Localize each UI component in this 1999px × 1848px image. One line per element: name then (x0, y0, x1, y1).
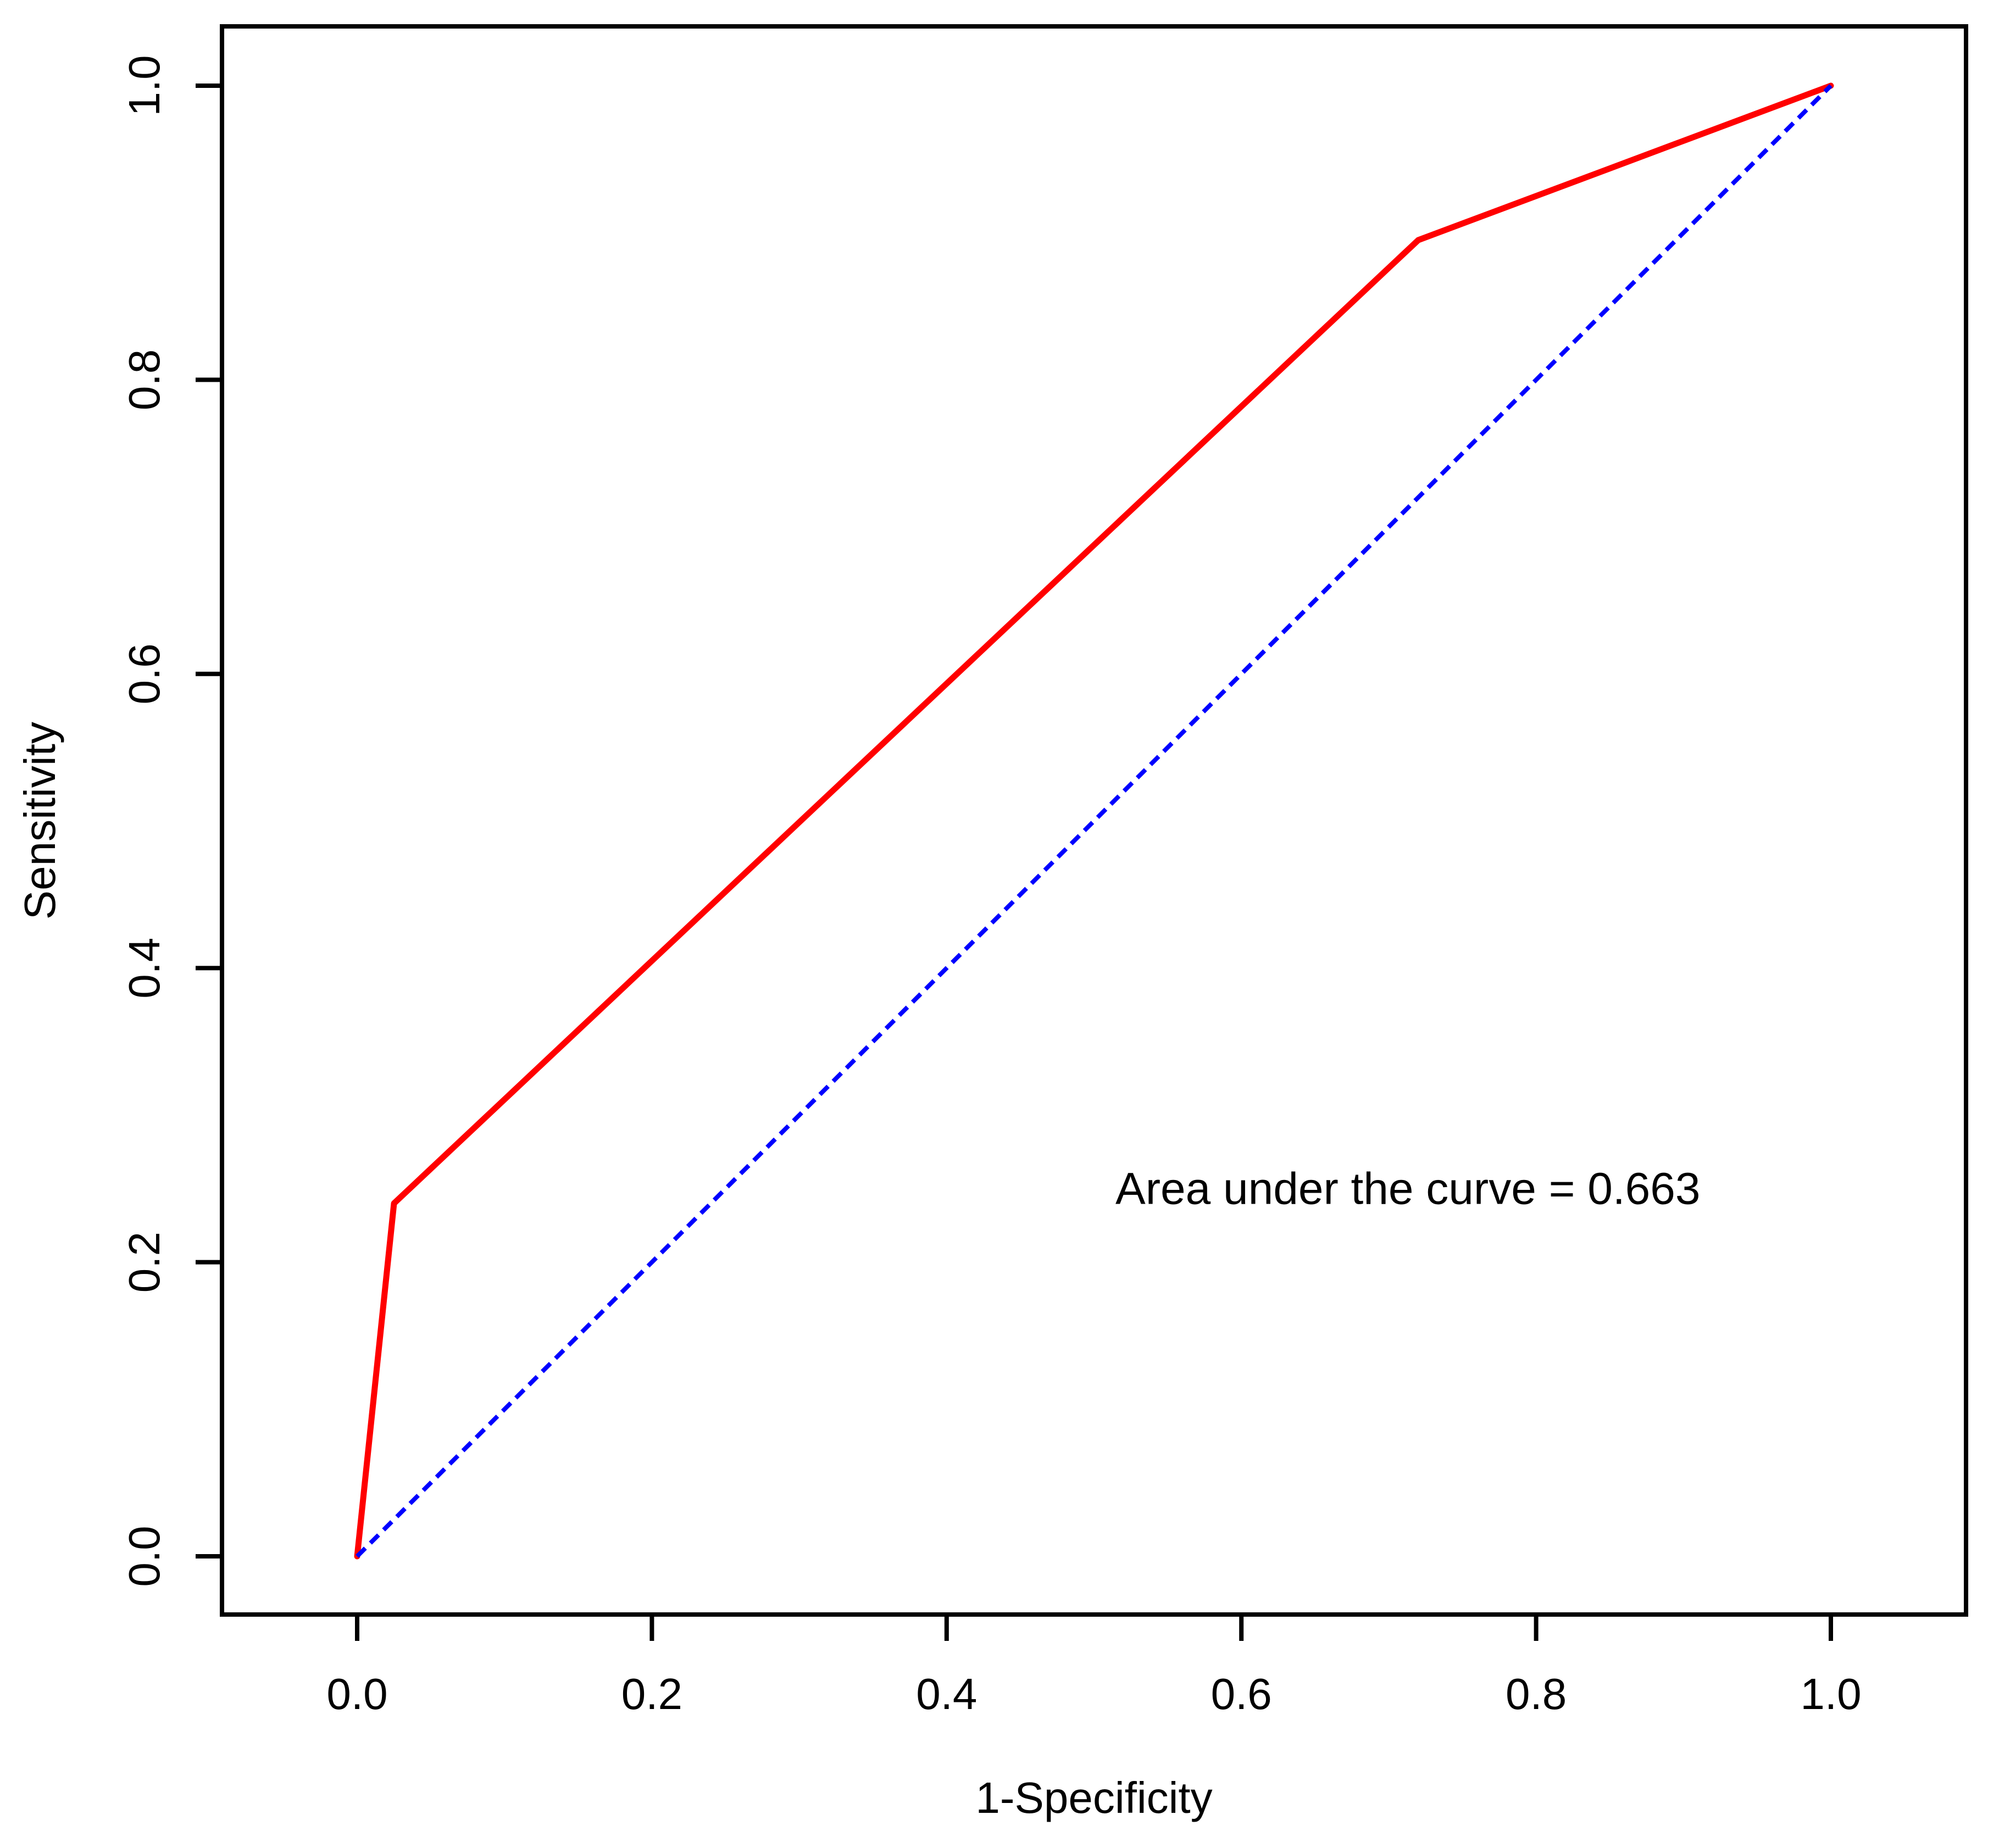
auc-annotation: Area under the curve = 0.663 (1115, 1164, 1700, 1214)
chance-diagonal-line (356, 84, 1833, 1558)
y-tick-label: 0.4 (120, 938, 169, 999)
y-tick-label: 0.8 (120, 349, 169, 410)
y-tick-label: 0.6 (120, 643, 169, 704)
y-axis-ticks: 0.0 0.2 0.4 0.6 0.8 1.0 (120, 55, 222, 1587)
y-tick-label: 0.0 (120, 1526, 169, 1587)
series-group (354, 82, 1834, 1560)
x-tick-label: 0.8 (1506, 1669, 1567, 1718)
y-axis-title: Sensitivity (15, 722, 64, 920)
x-tick-label: 0.6 (1211, 1669, 1272, 1718)
roc-curve-line (354, 82, 1834, 1560)
x-tick-label: 1.0 (1800, 1669, 1861, 1718)
x-tick-label: 0.0 (326, 1669, 387, 1718)
plot-box (220, 24, 1968, 1617)
x-axis-title: 1-Specificity (975, 1773, 1212, 1822)
x-tick-label: 0.4 (916, 1669, 977, 1718)
y-tick-label: 0.2 (120, 1232, 169, 1293)
x-tick-label: 0.2 (621, 1669, 682, 1718)
x-axis-ticks: 0.0 0.2 0.4 0.6 0.8 1.0 (326, 1615, 1862, 1718)
y-tick-label: 1.0 (120, 55, 169, 116)
